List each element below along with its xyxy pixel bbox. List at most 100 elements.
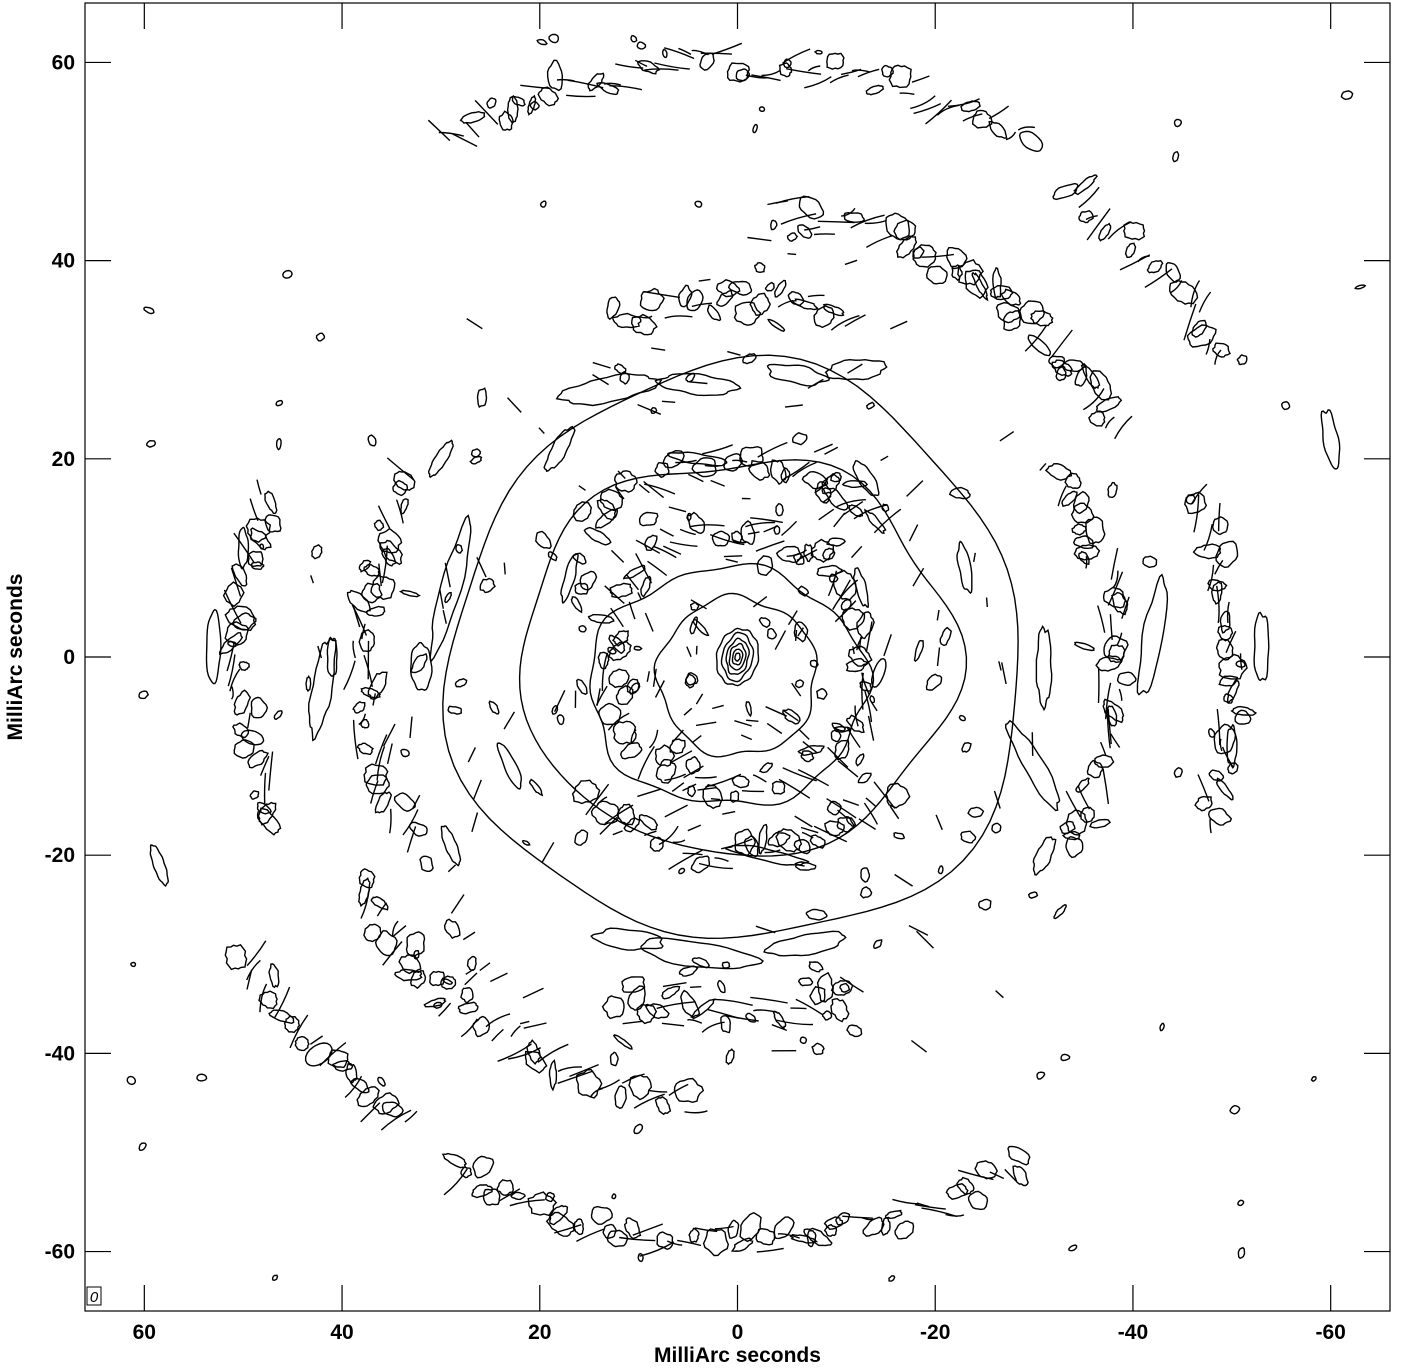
arc-stroke [698, 278, 711, 282]
speck-contour [1027, 891, 1039, 899]
arc-stroke [344, 1075, 363, 1099]
speck-contour [282, 269, 293, 279]
island-contour [822, 487, 849, 511]
island-contour [821, 472, 841, 495]
arc-stroke [404, 1110, 418, 1123]
island-contour [356, 742, 375, 756]
arc-stroke [599, 816, 618, 835]
island-contour [609, 582, 633, 599]
island-contour [1211, 516, 1229, 536]
arc-stroke [801, 831, 814, 839]
arc-stroke [832, 579, 859, 610]
island-contour [739, 1212, 762, 1243]
blob-contour [543, 425, 576, 473]
island-contour [547, 551, 558, 562]
island-contour [1073, 174, 1098, 196]
arc-stroke [489, 972, 508, 983]
island-contour [1002, 310, 1021, 332]
arc-stroke [751, 74, 781, 82]
arc-stroke [672, 729, 684, 743]
arc-stroke [363, 654, 373, 687]
island-contour [689, 616, 698, 635]
arc-stroke [668, 1083, 689, 1096]
arc-stroke [612, 830, 623, 836]
island-contour [859, 886, 873, 899]
island-contour [479, 577, 496, 594]
island-contour [956, 1176, 975, 1196]
arc-stroke [672, 839, 686, 844]
island-contour [967, 1190, 989, 1211]
tick-marks [85, 3, 1390, 1311]
arc-stroke [764, 849, 781, 854]
island-contour [830, 729, 842, 743]
arc-stroke [843, 501, 864, 516]
arc-stroke [438, 131, 464, 137]
island-contour [865, 401, 876, 410]
arc-stroke [592, 361, 611, 369]
island-contour [839, 982, 851, 993]
arc-stroke [592, 374, 609, 386]
arc-stroke [740, 734, 753, 741]
blob-contour [555, 372, 663, 407]
arc-stroke [246, 959, 261, 981]
island-contour [619, 370, 630, 385]
island-contour [238, 660, 250, 672]
arc-stroke [675, 459, 697, 464]
arc-stroke [870, 701, 878, 712]
arc-stroke [921, 1207, 958, 1218]
island-contour [599, 488, 624, 512]
arc-stroke [467, 747, 477, 763]
arc-stroke [610, 607, 624, 628]
island-contour [1085, 516, 1106, 545]
arc-stroke [908, 924, 929, 936]
arc-stroke [352, 605, 361, 628]
arc-stroke [604, 585, 625, 605]
island-contour [735, 68, 750, 82]
arc-stroke [654, 680, 665, 698]
island-contour [332, 1059, 354, 1072]
island-contour [622, 564, 646, 580]
arc-stroke [553, 689, 566, 713]
island-contour [826, 800, 842, 816]
arc-stroke [246, 940, 267, 967]
arc-stroke [1116, 632, 1123, 646]
island-contour [1007, 1145, 1031, 1166]
arc-stroke [230, 686, 234, 700]
x-tick-label: -40 [1118, 1321, 1148, 1344]
speck-contour [273, 710, 283, 721]
speck-contour [130, 961, 137, 968]
island-contour [596, 82, 620, 96]
y-axis-tick-labels: 60 40 20 0 -20 -40 -60 [45, 51, 75, 1263]
blob-contour [1253, 611, 1270, 682]
island-contour [305, 674, 312, 693]
arc-stroke [797, 627, 804, 637]
island-contour [601, 995, 625, 1020]
arc-stroke [566, 94, 596, 98]
island-contour [1168, 279, 1199, 305]
arc-stroke [656, 1001, 695, 1010]
island-contour [590, 800, 620, 826]
arc-stroke [786, 68, 822, 75]
island-contour [833, 725, 851, 733]
speck-contour [1036, 1071, 1046, 1080]
blob-contour [429, 514, 472, 664]
island-contour [372, 1092, 400, 1115]
island-contour [1027, 334, 1052, 357]
speck-contour [400, 748, 410, 758]
arc-stroke [599, 1079, 621, 1090]
island-contour [945, 1183, 969, 1200]
island-contour [948, 486, 971, 500]
arc-stroke [632, 1223, 664, 1236]
arc-stroke [787, 610, 798, 626]
island-contour [611, 312, 642, 329]
arc-stroke [1039, 462, 1047, 471]
arc-stroke [850, 214, 885, 229]
island-contour [873, 939, 883, 950]
arc-stroke [704, 464, 719, 467]
arc-stroke [757, 441, 788, 458]
speck-contour [521, 839, 531, 846]
island-contour [747, 460, 771, 481]
island-contour [1093, 754, 1115, 769]
speck-contour [367, 434, 377, 447]
island-contour [678, 965, 699, 977]
